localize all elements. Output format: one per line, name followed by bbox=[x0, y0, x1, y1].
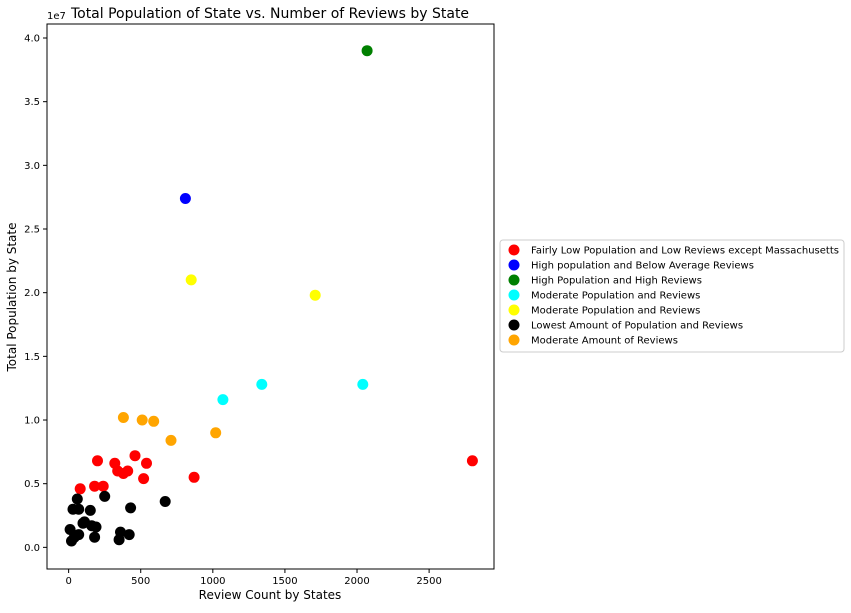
data-point-series-6-18 bbox=[125, 502, 137, 514]
data-point-series-6-16 bbox=[115, 526, 126, 538]
legend-label: Moderate Population and Reviews bbox=[531, 306, 700, 317]
legend-label: Moderate Population and Reviews bbox=[531, 291, 700, 302]
data-point-series-4-3 bbox=[357, 378, 369, 390]
y-tick-label: 1.5 bbox=[24, 352, 40, 363]
legend-label: Lowest Amount of Population and Reviews bbox=[531, 321, 743, 332]
plot-frame bbox=[46, 23, 495, 570]
y-axis-offset-label: 1e7 bbox=[47, 11, 66, 22]
data-point-series-3-1 bbox=[361, 45, 373, 57]
series-7 bbox=[117, 412, 222, 446]
data-point-series-5-2 bbox=[309, 289, 321, 301]
series-1 bbox=[74, 450, 478, 495]
legend-marker bbox=[508, 334, 520, 346]
data-point-series-6-5 bbox=[71, 493, 83, 505]
series-4 bbox=[217, 378, 369, 406]
x-axis: 0 500 1000 1500 2000 2500 bbox=[65, 569, 442, 587]
x-tick-label: 0 bbox=[65, 576, 71, 587]
y-axis-label: Total Population by State bbox=[5, 223, 19, 373]
data-point-series-4-1 bbox=[217, 394, 229, 406]
data-point-series-6-17 bbox=[123, 529, 135, 541]
data-point-series-6-19 bbox=[159, 496, 171, 507]
y-tick-label: 4.0 bbox=[24, 34, 40, 45]
x-tick-label: 1000 bbox=[200, 576, 225, 587]
series-5 bbox=[185, 274, 321, 301]
y-tick-label: 2.5 bbox=[24, 225, 40, 236]
chart-title: Total Population of State vs. Number of … bbox=[70, 6, 469, 22]
data-point-series-6-7 bbox=[73, 529, 85, 541]
data-point-series-1-11 bbox=[141, 457, 152, 469]
data-point-series-4-2 bbox=[256, 378, 268, 390]
y-axis: 0.0 0.5 1.0 1.5 2.0 2.5 3.0 3.5 4.0 bbox=[24, 34, 47, 554]
legend-label: High population and Below Average Review… bbox=[531, 261, 754, 272]
x-tick-label: 1500 bbox=[272, 576, 297, 587]
data-point-series-2-1 bbox=[179, 193, 191, 204]
x-tick-label: 2000 bbox=[344, 576, 369, 587]
legend-marker bbox=[508, 274, 520, 286]
legend-box bbox=[499, 239, 845, 353]
legend-label: Moderate Amount of Reviews bbox=[531, 336, 678, 347]
series-3 bbox=[361, 45, 373, 57]
x-tick-label: 500 bbox=[131, 576, 150, 587]
data-point-series-6-10 bbox=[84, 504, 96, 516]
legend-label: High Population and High Reviews bbox=[531, 276, 702, 287]
data-point-series-6-14 bbox=[99, 490, 111, 502]
data-point-series-5-1 bbox=[185, 274, 197, 286]
y-tick-label: 2.0 bbox=[24, 288, 40, 299]
data-point-series-6-6 bbox=[73, 503, 85, 515]
legend-marker bbox=[508, 259, 520, 271]
data-point-series-7-1 bbox=[117, 412, 129, 423]
data-point-series-1-4 bbox=[97, 480, 109, 492]
legend-marker bbox=[508, 244, 520, 256]
series-2 bbox=[179, 193, 191, 204]
data-point-series-1-3 bbox=[92, 455, 103, 467]
data-point-series-1-9 bbox=[129, 450, 141, 462]
data-point-series-7-4 bbox=[165, 434, 177, 446]
y-tick-label: 0.0 bbox=[24, 543, 40, 554]
points-layer bbox=[64, 45, 478, 547]
y-tick-label: 3.5 bbox=[24, 97, 40, 108]
data-point-series-7-2 bbox=[136, 414, 148, 426]
data-point-series-1-12 bbox=[188, 471, 200, 483]
legend-label: Fairly Low Population and Low Reviews ex… bbox=[531, 246, 839, 257]
data-point-series-1-2 bbox=[89, 480, 101, 492]
legend-marker bbox=[508, 304, 520, 316]
data-point-series-1-1 bbox=[74, 483, 86, 495]
legend-marker bbox=[508, 289, 520, 301]
data-point-series-7-5 bbox=[210, 427, 222, 439]
data-point-series-7-3 bbox=[148, 415, 160, 427]
series-6 bbox=[64, 490, 171, 547]
data-point-series-1-10 bbox=[138, 473, 150, 485]
y-tick-label: 1.0 bbox=[24, 416, 40, 427]
x-tick-label: 2500 bbox=[416, 576, 441, 587]
data-point-series-6-13 bbox=[90, 521, 102, 533]
data-point-series-6-12 bbox=[89, 531, 101, 543]
legend: Fairly Low Population and Low Reviews ex… bbox=[499, 239, 845, 353]
x-axis-label: Review Count by States bbox=[199, 588, 342, 602]
y-tick-label: 3.0 bbox=[24, 161, 40, 172]
data-point-series-1-8 bbox=[122, 465, 134, 477]
data-point-series-1-13 bbox=[466, 455, 478, 467]
legend-marker bbox=[508, 319, 520, 331]
y-tick-label: 0.5 bbox=[24, 479, 40, 490]
